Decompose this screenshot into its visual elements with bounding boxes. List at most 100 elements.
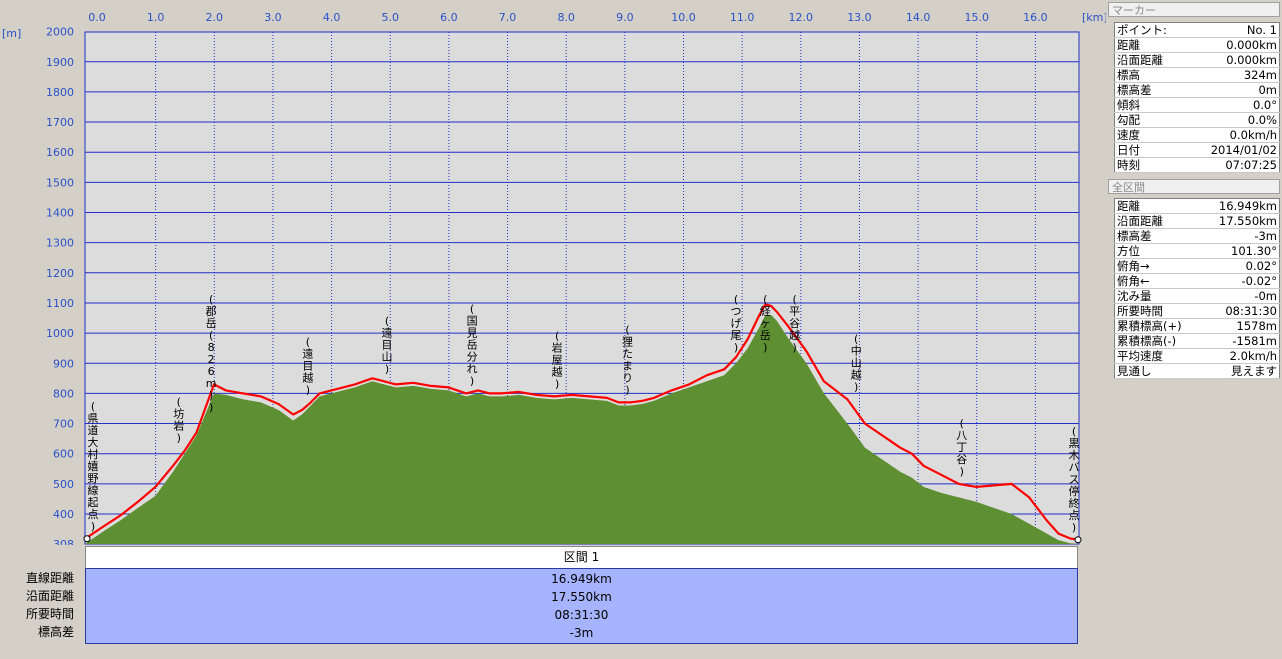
x-tick-label: 14.0 xyxy=(906,11,931,24)
x-tick-label: 2.0 xyxy=(206,11,224,24)
panel-row: 速度 0.0km/h xyxy=(1114,127,1280,143)
y-tick-label: 2000 xyxy=(46,26,74,39)
y-tick-label: 900 xyxy=(53,357,74,370)
waypoint-label: (八丁谷) xyxy=(956,417,967,478)
waypoint-label: (経ヶ岳) xyxy=(760,293,771,354)
panel-row-value: 1578m xyxy=(1201,318,1280,334)
panel-row: 沈み量 -0m xyxy=(1114,288,1280,304)
panel-row-value: 07:07:25 xyxy=(1186,157,1280,173)
waypoint-labels: (県道大村嬉野線起点) (坊岩) (郡岳(8 2 6 m)) (遠目越) (遠目山) (国見岳分… xyxy=(88,293,1080,534)
x-tick-label: 6.0 xyxy=(440,11,458,24)
waypoint-label: (平谷越) xyxy=(789,293,800,354)
panel-row-label: 距離 xyxy=(1114,37,1187,53)
y-tick-label: 1100 xyxy=(46,297,74,310)
panel-row: 標高差 -3m xyxy=(1114,228,1280,244)
waypoint-label: (遠目越) xyxy=(302,335,313,396)
panel-row: 傾斜 0.0° xyxy=(1114,97,1280,113)
waypoint-label: (岩屋越) xyxy=(552,329,563,390)
panel-row: 日付 2014/01/02 xyxy=(1114,142,1280,158)
panel-row: 累積標高(+) 1578m xyxy=(1114,318,1280,334)
y-tick-label: 1200 xyxy=(46,267,74,280)
section-header[interactable]: 区間 1 xyxy=(85,546,1078,569)
panel-row-label: 沿面距離 xyxy=(1114,52,1187,68)
panel-row-value: 17.550km xyxy=(1201,213,1280,229)
panel-row-label: 標高差 xyxy=(1114,228,1202,244)
waypoint-label: (狸たまり) xyxy=(622,323,633,396)
y-tick-label: 1600 xyxy=(46,146,74,159)
panel-row-label: 標高 xyxy=(1114,67,1187,83)
summary-label: 沿面距離 xyxy=(25,589,74,603)
panel-row-value: 2.0km/h xyxy=(1201,348,1280,364)
panel-row-label: 距離 xyxy=(1114,198,1202,214)
all-sections-table: 距離 16.949km 沿面距離 17.550km 標高差 -3m 方位 101.30° 俯角→… xyxy=(1114,198,1280,379)
x-tick-label: 0.0 xyxy=(88,11,106,24)
panel-row-label: 累積標高(+) xyxy=(1114,318,1202,334)
all-sections-panel-title: 全区間 xyxy=(1108,179,1280,194)
summary-value: -3m xyxy=(569,626,594,640)
panel-row: 俯角→ 0.02° xyxy=(1114,258,1280,274)
panel-row: 標高差 0m xyxy=(1114,82,1280,98)
panel-row: 標高 324m xyxy=(1114,67,1280,83)
y-tick-label: 1300 xyxy=(46,237,74,250)
panel-row-value: 101.30° xyxy=(1201,243,1280,259)
y-tick-label: 1500 xyxy=(46,176,74,189)
panel-row: 平均速度 2.0km/h xyxy=(1114,348,1280,364)
waypoint-label: (遠目山) xyxy=(382,314,393,375)
panel-row-value: -0m xyxy=(1201,288,1280,304)
y-tick-label: 1800 xyxy=(46,86,74,99)
panel-row: 沿面距離 0.000km xyxy=(1114,52,1280,68)
x-unit-label: [km] xyxy=(1082,11,1106,24)
panel-row-value: No. 1 xyxy=(1186,22,1280,38)
x-tick-label: 13.0 xyxy=(847,11,872,24)
panel-row: 方位 101.30° xyxy=(1114,243,1280,259)
y-tick-label: 1700 xyxy=(46,116,74,129)
panel-row-label: 俯角← xyxy=(1114,273,1202,289)
panel-row-value: 0.0° xyxy=(1186,97,1280,113)
x-tick-label: 12.0 xyxy=(789,11,814,24)
x-tick-label: 16.0 xyxy=(1023,11,1048,24)
summary-box: 16.949km 17.550km 08:31:30 -3m xyxy=(85,568,1078,644)
summary-label: 直線距離 xyxy=(25,571,74,585)
waypoint-label: (郡岳(8 2 6 m)) xyxy=(206,293,217,414)
panel-row-label: 傾斜 xyxy=(1114,97,1187,113)
x-tick-label: 1.0 xyxy=(147,11,165,24)
panel-row-label: 所要時間 xyxy=(1114,303,1202,319)
panel-row: 距離 0.000km xyxy=(1114,37,1280,53)
panel-row-label: 沿面距離 xyxy=(1114,213,1202,229)
elevation-chart: 0.0 1.0 2.0 3.0 4.0 5.0 6.0 7.0 8.0 9.0 10.0 11.0 12… xyxy=(0,0,1106,644)
marker-table: ポイント: No. 1 距離 0.000km 沿面距離 0.000km 標高 324m 標高差 0… xyxy=(1114,22,1280,173)
y-tick-label: 308 xyxy=(53,538,74,545)
panel-row-label: 標高差 xyxy=(1114,82,1187,98)
panel-row-value: 0.0% xyxy=(1186,112,1280,128)
panel-row: 累積標高(-) -1581m xyxy=(1114,333,1280,349)
route-polyline xyxy=(84,303,1080,541)
panel-row-label: 勾配 xyxy=(1114,112,1187,128)
x-tick-label: 11.0 xyxy=(730,11,755,24)
panel-row-label: 俯角→ xyxy=(1114,258,1202,274)
y-tick-label: 700 xyxy=(53,418,74,431)
waypoint-label: (国見岳分れ) xyxy=(467,302,478,387)
panel-row: 距離 16.949km xyxy=(1114,198,1280,214)
panel-row: 沿面距離 17.550km xyxy=(1114,213,1280,229)
y-unit-label: [m] xyxy=(2,27,21,40)
summary-value: 08:31:30 xyxy=(554,608,609,622)
panel-row: 見通し 見えます xyxy=(1114,363,1280,379)
panel-row: ポイント: No. 1 xyxy=(1114,22,1280,38)
y-tick-label: 1900 xyxy=(46,56,74,69)
panel-row-value: 見えます xyxy=(1201,363,1280,379)
chart-svg[interactable]: 0.0 1.0 2.0 3.0 4.0 5.0 6.0 7.0 8.0 9.0 10.0 11.0 12… xyxy=(0,0,1106,545)
y-tick-labels: 308 400 500 600 700 800 900 1000 1100 1200 1300 140… xyxy=(46,26,74,545)
panel-row: 所要時間 08:31:30 xyxy=(1114,303,1280,319)
side-panel: マーカー ポイント: No. 1 距離 0.000km 沿面距離 0.000km 標高 324… xyxy=(1106,0,1282,659)
panel-row-value: 0.02° xyxy=(1201,258,1280,274)
panel-row: 俯角← -0.02° xyxy=(1114,273,1280,289)
waypoint-label: (県道大村嬉野線起点) xyxy=(88,400,99,533)
panel-row-value: 0m xyxy=(1186,82,1280,98)
panel-row-value: 16.949km xyxy=(1201,198,1280,214)
x-tick-label: 4.0 xyxy=(323,11,341,24)
summary-value: 16.949km xyxy=(551,572,612,586)
panel-row-value: 0.000km xyxy=(1186,37,1280,53)
x-tick-labels: 0.0 1.0 2.0 3.0 4.0 5.0 6.0 7.0 8.0 9.0 10.0 11.0 12… xyxy=(88,11,1047,24)
ground-profile xyxy=(85,315,1079,544)
panel-row-value: -3m xyxy=(1201,228,1280,244)
